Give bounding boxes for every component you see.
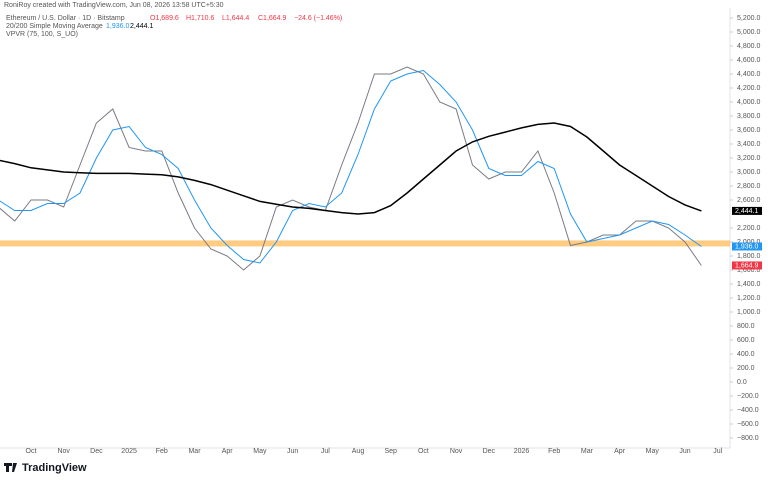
x-tick-label: Feb <box>156 448 168 455</box>
x-tick-label: Aug <box>352 448 365 455</box>
x-tick-label: Feb <box>548 448 560 455</box>
y-tick-label: 600.0 <box>737 337 755 344</box>
y-tick-label: 3,600.0 <box>737 127 760 134</box>
y-tick-label: 2,000.0 <box>737 239 760 246</box>
y-tick-label: 3,800.0 <box>737 113 760 120</box>
ohlc-value: L1,644.4 <box>222 15 249 22</box>
ohlc-value: O1,689.6 <box>150 15 179 22</box>
x-tick-label: Apr <box>614 448 626 455</box>
y-tick-label: 1,000.0 <box>737 309 760 316</box>
y-tick-label: 2,800.0 <box>737 183 760 190</box>
y-tick-label: 400.0 <box>737 351 755 358</box>
x-tick-label: Mar <box>581 448 594 455</box>
y-tick-label: 2,600.0 <box>737 197 760 204</box>
price-tag <box>732 206 762 215</box>
y-tick-label: 2,200.0 <box>737 225 760 232</box>
symbol: Ethereum / U.S. Dollar · 1D · Bitstamp <box>6 15 125 22</box>
credit: RoniRoy created with TradingView.com, Ju… <box>4 2 224 9</box>
logo-icon <box>4 463 17 472</box>
x-tick-label: May <box>253 448 267 455</box>
y-tick-label: 3,400.0 <box>737 141 760 148</box>
y-tick-label: −200.0 <box>737 393 759 400</box>
indicator: 20/200 Simple Moving Average <box>6 23 103 30</box>
x-tick-label: Dec <box>483 448 496 455</box>
y-tick-label: 1,600.0 <box>737 267 760 274</box>
series-line <box>0 122 702 215</box>
x-tick-label: 2025 <box>121 448 137 455</box>
series-line <box>0 66 702 271</box>
indicator-value: 2,444.1 <box>130 23 153 30</box>
x-tick-label: Jul <box>321 448 330 455</box>
y-tick-label: 4,800.0 <box>737 43 760 50</box>
ohlc-value: −24.6 (−1.46%) <box>294 15 342 22</box>
y-tick-label: 1,800.0 <box>737 253 760 260</box>
y-tick-label: 4,000.0 <box>737 99 760 106</box>
price-tag-label: 2,444.1 <box>735 208 758 215</box>
highlight-band <box>0 240 730 247</box>
ohlc-value: C1,664.9 <box>258 15 287 22</box>
y-tick-label: 800.0 <box>737 323 755 330</box>
x-tick-label: Sep <box>384 448 397 455</box>
y-tick-label: 3,000.0 <box>737 169 760 176</box>
y-tick-label: 0.0 <box>737 379 747 386</box>
price-tag-label: 1,936.0 <box>735 243 758 250</box>
x-tick-label: Jun <box>679 448 690 455</box>
y-tick-label: 4,400.0 <box>737 71 760 78</box>
price-tag <box>732 242 762 251</box>
series-line <box>0 69 702 264</box>
y-tick-label: 4,600.0 <box>737 57 760 64</box>
y-tick-label: −800.0 <box>737 435 759 442</box>
x-tick-label: Oct <box>26 448 37 455</box>
y-tick-label: 4,200.0 <box>737 85 760 92</box>
y-tick-label: 1,400.0 <box>737 281 760 288</box>
ohlc-value: H1,710.6 <box>186 15 215 22</box>
y-tick-label: 5,000.0 <box>737 29 760 36</box>
x-tick-label: Mar <box>188 448 201 455</box>
x-tick-label: Oct <box>418 448 429 455</box>
x-tick-label: Jun <box>287 448 298 455</box>
x-tick-label: 2026 <box>514 448 530 455</box>
x-tick-label: Jul <box>713 448 722 455</box>
y-tick-label: 1,200.0 <box>737 295 760 302</box>
x-tick-label: May <box>646 448 660 455</box>
price-tag <box>732 261 762 270</box>
vpvr: VPVR (75, 100, S_UO) <box>6 31 78 38</box>
x-tick-label: Apr <box>222 448 234 455</box>
price-tag-label: 1,664.9 <box>735 262 758 269</box>
x-tick-label: Nov <box>450 448 463 455</box>
y-tick-label: 200.0 <box>737 365 755 372</box>
logo: TradingView <box>22 462 87 474</box>
y-tick-label: 5,200.0 <box>737 15 760 22</box>
x-tick-label: Nov <box>57 448 70 455</box>
y-tick-label: −600.0 <box>737 421 759 428</box>
x-tick-label: Dec <box>90 448 103 455</box>
indicator-value: 1,936.0 <box>106 23 129 30</box>
y-tick-label: −400.0 <box>737 407 759 414</box>
y-tick-label: 3,200.0 <box>737 155 760 162</box>
